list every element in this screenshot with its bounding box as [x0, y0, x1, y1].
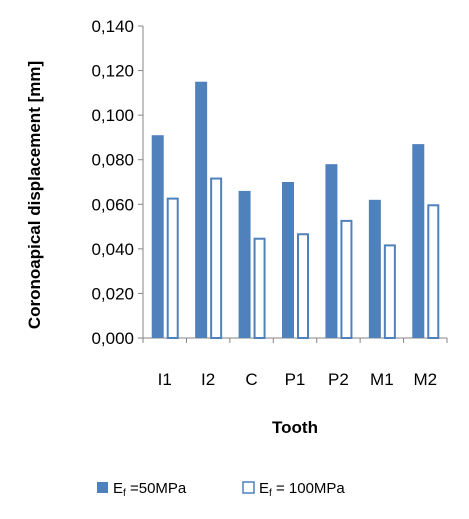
bar-ef-100mpa	[427, 204, 440, 339]
y-tick-label: 0,020	[91, 284, 134, 303]
bar-ef-100mpa	[297, 233, 309, 339]
bar-ef-50mpa	[238, 190, 251, 338]
x-tick-label: M1	[370, 370, 394, 389]
bar-ef-50mpa	[282, 182, 294, 338]
bar-ef-100mpa	[210, 177, 223, 339]
y-tick-label: 0,040	[91, 240, 134, 259]
legend-label: Ef = 100MPa	[259, 480, 345, 499]
legend-label: Ef =50MPa	[113, 480, 187, 499]
bar-ef-100mpa	[166, 197, 179, 339]
x-tick-label: I2	[201, 370, 215, 389]
bar-ef-100mpa	[340, 219, 353, 339]
x-tick-label: P2	[328, 370, 349, 389]
bar-ef-50mpa	[412, 144, 425, 338]
bar-ef-100mpa	[383, 244, 396, 339]
y-tick-label: 0,100	[91, 106, 134, 125]
bar-ef-50mpa	[325, 164, 338, 338]
y-axis: 0,000 0,020 0,040 0,060 0,080 0,100 0,120 0,140	[91, 17, 144, 348]
bar-ef-50mpa	[195, 81, 208, 338]
x-axis: I1 I2 C P1 P2 M1 M2	[142, 337, 448, 389]
legend-swatch	[242, 481, 255, 494]
y-tick-label: 0,000	[91, 329, 134, 348]
bar-ef-50mpa	[151, 135, 164, 338]
bar-ef-100mpa	[253, 237, 266, 339]
x-axis-title: Tooth	[272, 418, 318, 437]
x-tick-label: I1	[158, 370, 172, 389]
x-tick-label: C	[245, 370, 257, 389]
bar-ef-50mpa	[368, 199, 381, 338]
y-axis-title: Coronoapical displacement [mm]	[25, 61, 44, 329]
bars	[151, 81, 440, 339]
y-tick-label: 0,080	[91, 151, 134, 170]
y-tick-label: 0,060	[91, 195, 134, 214]
x-tick-label: M2	[413, 370, 437, 389]
legend: Ef =50MPa Ef = 100MPa	[97, 480, 345, 499]
legend-swatch	[97, 482, 108, 493]
y-tick-label: 0,140	[91, 17, 134, 36]
y-tick-label: 0,120	[91, 62, 134, 81]
x-tick-label: P1	[285, 370, 306, 389]
